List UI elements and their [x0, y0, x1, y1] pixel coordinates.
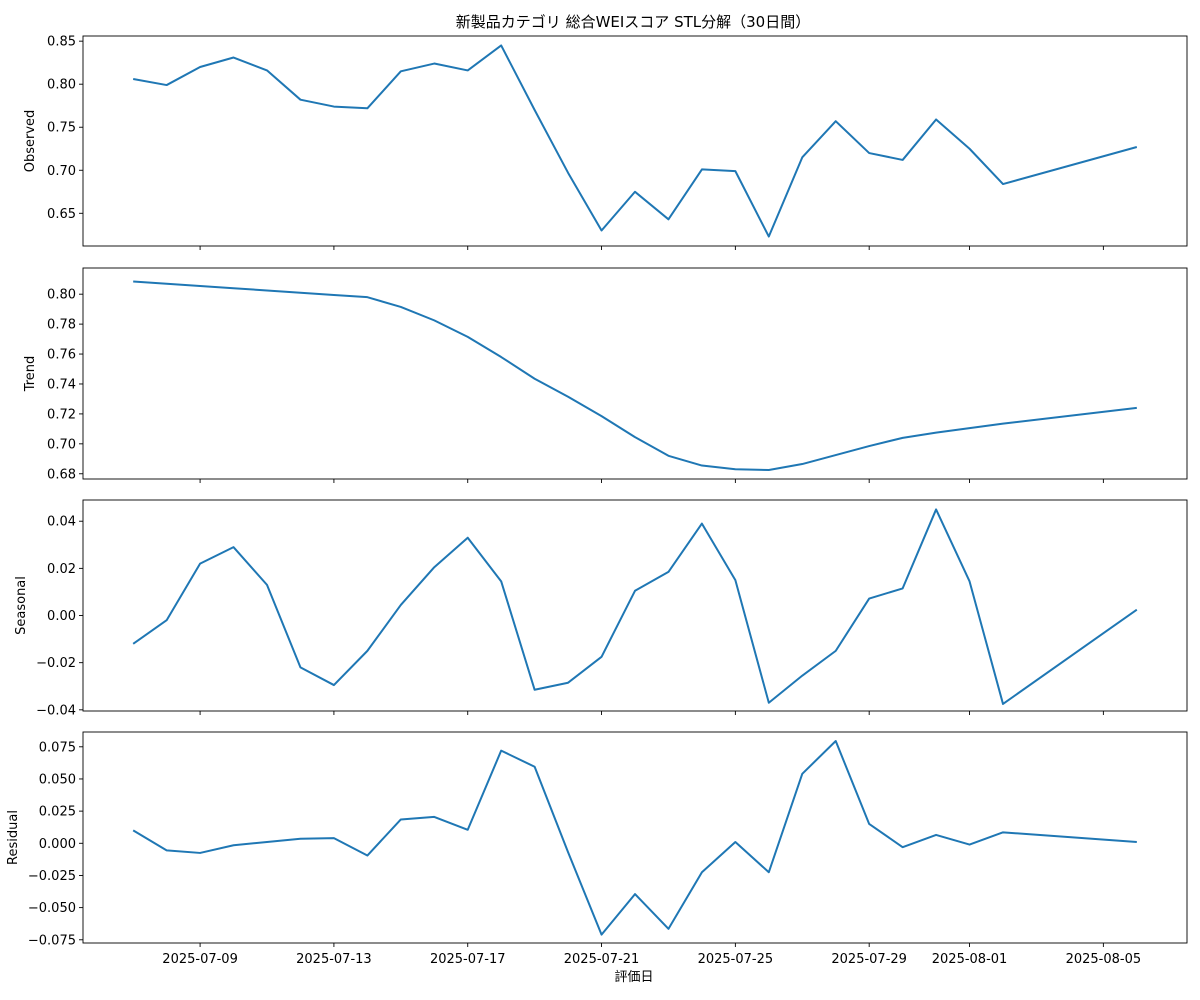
- y-tick-label: 0.70: [47, 437, 76, 452]
- y-axis-label-residual: Residual: [6, 810, 21, 865]
- y-tick-label: 0.68: [47, 467, 76, 482]
- y-tick-label: −0.04: [36, 703, 76, 718]
- y-tick-label: 0.75: [47, 121, 76, 136]
- chart-title: 新製品カテゴリ 総合WEIスコア STL分解（30日間）: [456, 13, 810, 31]
- y-tick-label: −0.050: [28, 901, 76, 916]
- panel-trend: 0.68 0.70 0.72 0.74 0.76 0.78 0.80 Trend: [23, 267, 1188, 483]
- y-tick-label: 0.04: [47, 515, 76, 530]
- x-tick-label: 2025-07-13: [296, 952, 372, 967]
- x-tick-label: 2025-07-29: [831, 952, 907, 967]
- x-tick-label: 2025-08-05: [1066, 952, 1142, 967]
- series-line-trend: [133, 280, 1137, 472]
- y-tick-label: 0.000: [39, 837, 76, 852]
- axes-frame: [82, 267, 1188, 480]
- y-tick-label: 0.65: [47, 207, 76, 222]
- y-axis-label-observed: Observed: [23, 110, 38, 173]
- y-tick-label: 0.02: [47, 562, 76, 577]
- series-line-seasonal: [132, 508, 1138, 705]
- series-line-observed: [133, 44, 1138, 238]
- y-tick-label: −0.075: [28, 933, 76, 948]
- y-tick-label: 0.025: [39, 805, 76, 820]
- y-tick-label: 0.075: [39, 740, 76, 755]
- x-axis-label: 評価日: [614, 970, 653, 985]
- axes-frame: [82, 35, 1188, 247]
- x-tick-label: 2025-07-25: [698, 952, 774, 967]
- y-tick-label: 0.76: [47, 348, 76, 363]
- panel-residual: −0.075 −0.050 −0.025 0.000 0.025 0.050 0.075 20…: [6, 731, 1188, 967]
- x-tick-label: 2025-08-01: [932, 952, 1008, 967]
- y-tick-label: 0.050: [39, 772, 76, 787]
- x-tick-label: 2025-07-09: [162, 952, 238, 967]
- y-tick-label: 0.72: [47, 407, 76, 422]
- x-tick-label: 2025-07-21: [564, 952, 640, 967]
- y-tick-label: 0.80: [47, 78, 76, 93]
- series-line-residual: [132, 740, 1137, 936]
- y-tick-label: 0.74: [47, 377, 76, 392]
- y-axis-label-trend: Trend: [23, 356, 38, 393]
- panels-group: 0.65 0.70 0.75 0.80 0.85 Observed 0.68 0.70 0.72…: [6, 35, 1188, 967]
- y-tick-label: −0.02: [36, 656, 76, 671]
- x-tick-label: 2025-07-17: [430, 952, 506, 967]
- y-tick-label: 0.78: [47, 318, 76, 333]
- axes-frame: [82, 499, 1188, 712]
- panel-observed: 0.65 0.70 0.75 0.80 0.85 Observed: [23, 35, 1188, 250]
- y-tick-label: −0.025: [28, 869, 76, 884]
- panel-seasonal: −0.04 −0.02 0.00 0.02 0.04 Seasonal: [14, 499, 1188, 718]
- y-axis-label-seasonal: Seasonal: [14, 576, 29, 635]
- y-tick-label: 0.85: [47, 35, 76, 50]
- y-tick-label: 0.00: [47, 609, 76, 624]
- y-tick-label: 0.80: [47, 288, 76, 303]
- y-tick-label: 0.70: [47, 164, 76, 179]
- axes-frame: [82, 731, 1188, 944]
